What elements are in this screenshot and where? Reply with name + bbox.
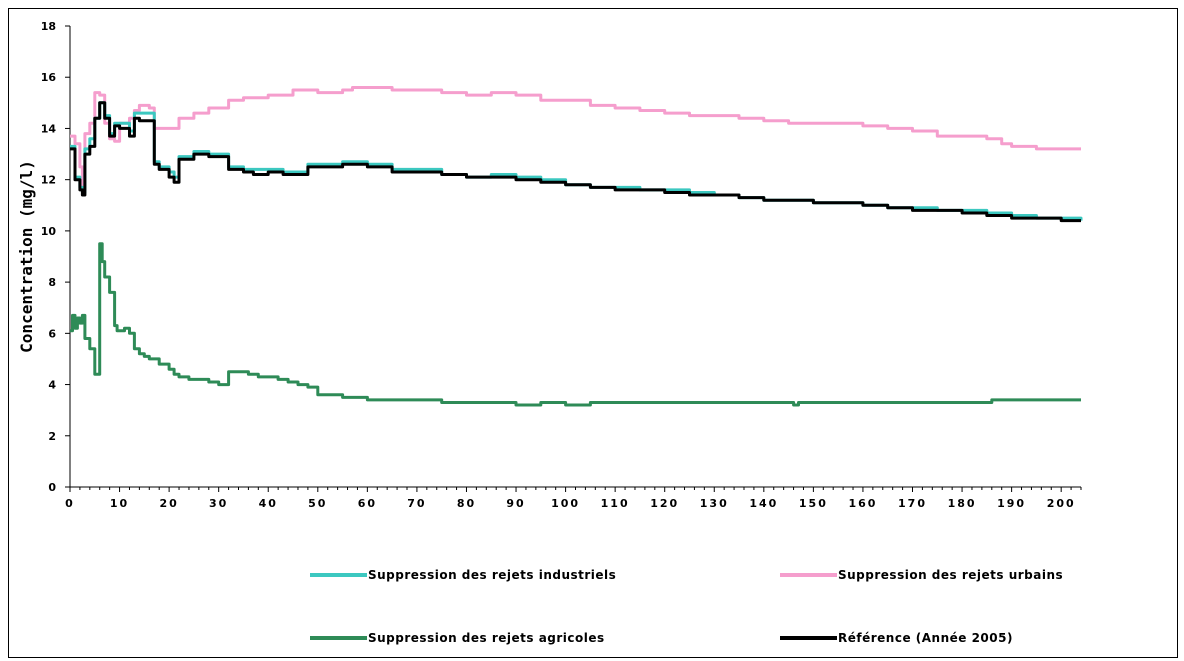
y-tick-label: 4 [48,379,56,392]
y-tick-label: 18 [41,20,56,33]
x-tick-label: 100 [551,497,580,510]
x-tick-label: 20 [159,497,178,510]
x-tick-label: 180 [948,497,977,510]
series-line-2 [70,242,1081,407]
x-tick-label: 60 [358,497,377,510]
y-tick-label: 10 [41,225,57,238]
x-tick-label: 70 [407,497,426,510]
series-line-3 [70,101,1081,223]
x-tick-label: 200 [1047,497,1076,510]
x-tick-label: 130 [700,497,729,510]
y-tick-label: 16 [41,71,57,84]
chart-frame [8,8,1178,658]
legend-label-2: Suppression des rejets agricoles [368,631,605,645]
legend-label-0: Suppression des rejets industriels [368,568,616,582]
x-tick-label: 160 [848,497,877,510]
series-line-1 [70,86,1081,192]
y-tick-label: 0 [48,481,56,494]
x-tick-label: 0 [65,497,75,510]
x-tick-label: 80 [457,497,476,510]
x-tick-label: 120 [650,497,679,510]
legend-label-1: Suppression des rejets urbains [838,568,1063,582]
x-tick-label: 90 [506,497,525,510]
x-tick-label: 150 [799,497,828,510]
legend-label-3: Référence (Année 2005) [838,631,1013,645]
series-line-0 [70,101,1083,221]
y-tick-label: 12 [41,174,56,187]
y-tick-label: 14 [41,122,57,135]
x-tick-label: 30 [209,497,228,510]
x-tick-label: 170 [898,497,927,510]
y-tick-label: 8 [48,276,56,289]
x-tick-label: 110 [601,497,630,510]
x-tick-label: 50 [308,497,327,510]
x-tick-label: 190 [997,497,1026,510]
y-tick-label: 6 [48,327,56,340]
x-tick-label: 40 [259,497,278,510]
y-axis-label: Concentration (mg/l) [17,160,36,353]
x-tick-label: 10 [110,497,129,510]
x-tick-label: 140 [749,497,778,510]
y-tick-label: 2 [48,430,56,443]
